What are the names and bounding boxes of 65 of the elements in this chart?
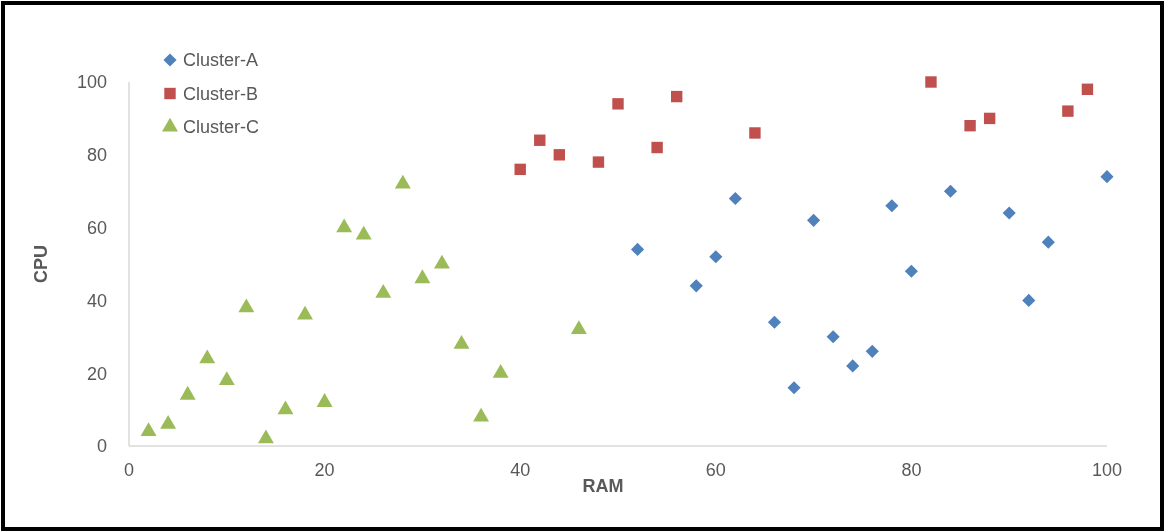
x-tick-label: 20 (314, 460, 335, 480)
point (414, 269, 431, 284)
point (885, 199, 899, 213)
legend-label: Cluster-B (183, 83, 259, 104)
y-tick-label: 0 (96, 436, 107, 457)
point (140, 422, 157, 437)
legend-label: Cluster-A (183, 50, 259, 71)
point (1022, 293, 1036, 307)
point (592, 156, 605, 168)
x-tick-label: 0 (123, 460, 135, 480)
point (336, 218, 353, 233)
y-axis-title: CPU (31, 244, 51, 284)
point (964, 119, 976, 132)
point (1002, 206, 1016, 220)
point (257, 429, 274, 444)
point (728, 191, 742, 206)
point (553, 149, 566, 161)
point (375, 283, 392, 298)
point (612, 98, 624, 110)
point (534, 134, 546, 146)
point (355, 225, 372, 240)
point (1100, 170, 1114, 184)
point (709, 250, 723, 264)
point (904, 264, 918, 278)
point (277, 400, 294, 415)
y-tick-label: 40 (86, 290, 107, 311)
point (767, 315, 782, 329)
point (630, 242, 645, 257)
x-axis-title: RAM (582, 476, 624, 496)
point (199, 349, 216, 364)
legend-label: Cluster-C (183, 117, 260, 138)
point (570, 320, 587, 335)
point (316, 393, 333, 407)
x-tick-label: 80 (901, 460, 922, 480)
point (943, 184, 958, 198)
y-tick-label: 80 (86, 145, 107, 166)
point (297, 305, 314, 320)
point (826, 330, 840, 344)
point (433, 254, 450, 269)
point (651, 141, 663, 154)
point (846, 359, 860, 373)
point (453, 334, 470, 349)
point (473, 407, 490, 422)
point (670, 90, 683, 103)
point (807, 213, 821, 227)
point (1081, 83, 1094, 95)
point (983, 112, 996, 125)
x-tick-label: 40 (510, 460, 531, 480)
point (865, 344, 879, 358)
y-tick-label: 100 (76, 72, 107, 93)
y-tick-label: 20 (86, 363, 107, 384)
point (179, 385, 196, 400)
point (749, 127, 761, 139)
point (218, 371, 235, 386)
point (1062, 105, 1074, 117)
point (492, 364, 509, 378)
point (238, 298, 255, 313)
point (160, 414, 177, 429)
point (1041, 235, 1055, 249)
point (514, 163, 526, 176)
x-tick-label: 60 (705, 460, 726, 480)
point (689, 279, 703, 293)
x-tick-label: 100 (1091, 460, 1123, 480)
point (925, 76, 937, 88)
y-tick-label: 60 (86, 217, 107, 238)
